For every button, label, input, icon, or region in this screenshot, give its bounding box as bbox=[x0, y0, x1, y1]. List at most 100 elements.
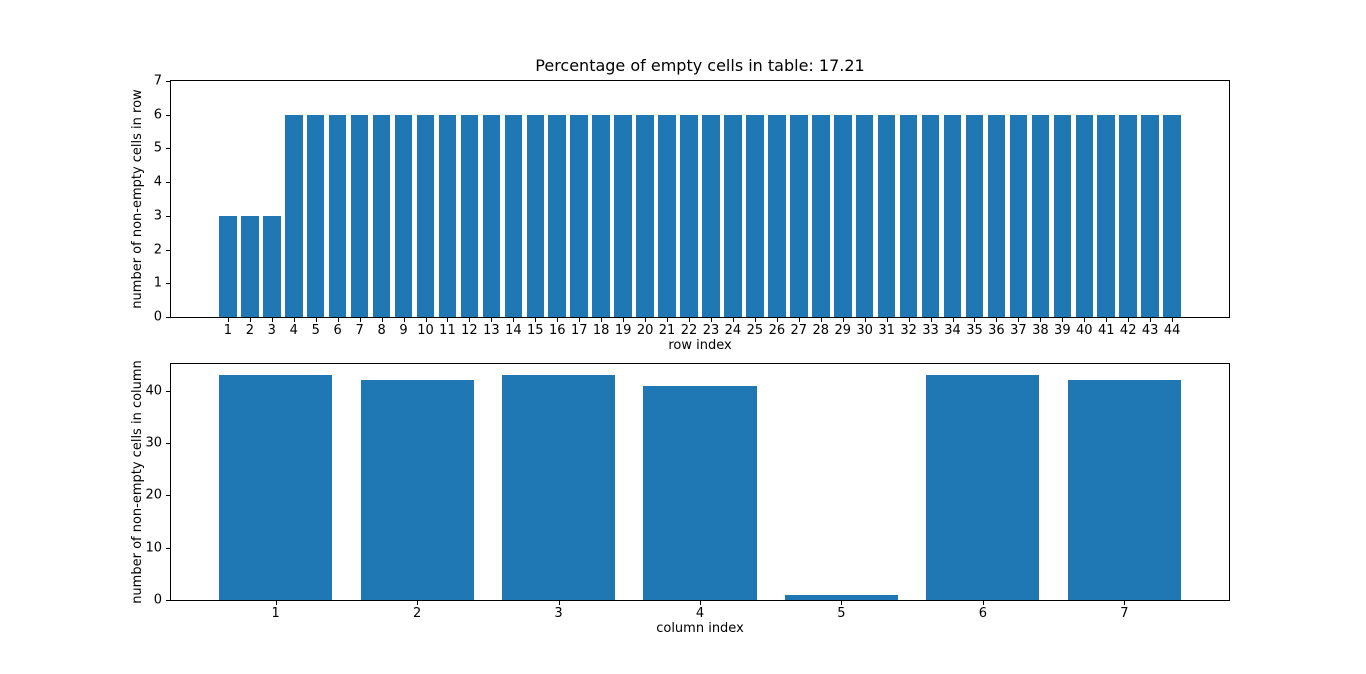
bar bbox=[926, 375, 1040, 600]
bar bbox=[614, 114, 632, 317]
bar bbox=[643, 385, 757, 600]
bar bbox=[855, 114, 874, 317]
bar bbox=[482, 114, 501, 317]
y-tick-label: 40 bbox=[145, 383, 162, 399]
x-tick-label: 13 bbox=[483, 323, 500, 338]
bar bbox=[372, 114, 391, 317]
x-tick-label: 26 bbox=[768, 323, 786, 338]
bar bbox=[438, 114, 457, 317]
bar bbox=[1119, 114, 1137, 317]
bar bbox=[724, 114, 742, 317]
bar bbox=[219, 375, 333, 600]
x-tick-label: 4 bbox=[695, 606, 705, 621]
x-tick-mark bbox=[865, 318, 866, 322]
x-tick-mark bbox=[931, 318, 932, 322]
bar bbox=[394, 114, 413, 317]
bar bbox=[658, 114, 676, 317]
bar bbox=[768, 114, 786, 317]
x-tick-mark bbox=[1062, 318, 1063, 322]
column-chart-ylabel: number of non-empty cells in column bbox=[130, 360, 145, 604]
x-tick-label: 30 bbox=[856, 323, 873, 338]
x-tick-label: 3 bbox=[267, 323, 276, 338]
bar bbox=[965, 114, 984, 317]
x-tick-label: 42 bbox=[1119, 323, 1137, 338]
bar bbox=[570, 114, 588, 317]
row-chart-plot-area bbox=[170, 80, 1230, 318]
x-tick-label: 43 bbox=[1141, 323, 1159, 338]
x-tick-label: 7 bbox=[355, 323, 364, 338]
y-tick-mark bbox=[166, 182, 170, 183]
y-tick-mark bbox=[166, 216, 170, 217]
bar bbox=[263, 215, 281, 317]
x-tick-mark bbox=[1084, 318, 1085, 322]
y-tick-mark bbox=[166, 443, 170, 444]
y-tick-label: 5 bbox=[153, 140, 162, 156]
x-tick-label: 39 bbox=[1054, 323, 1071, 338]
x-tick-label: 17 bbox=[570, 323, 588, 338]
x-tick-mark bbox=[1124, 601, 1125, 605]
x-tick-label: 40 bbox=[1076, 323, 1093, 338]
x-tick-label: 20 bbox=[636, 323, 654, 338]
bar bbox=[987, 114, 1006, 317]
x-tick-mark bbox=[491, 318, 492, 322]
x-tick-mark bbox=[276, 601, 277, 605]
bar bbox=[899, 114, 918, 317]
x-tick-mark bbox=[294, 318, 295, 322]
x-tick-label: 41 bbox=[1097, 323, 1115, 338]
bar bbox=[921, 114, 940, 317]
y-tick-label: 0 bbox=[153, 592, 162, 608]
x-tick-label: 28 bbox=[812, 323, 830, 338]
x-tick-mark bbox=[360, 318, 361, 322]
x-tick-mark bbox=[711, 318, 712, 322]
x-tick-label: 24 bbox=[724, 323, 742, 338]
bar bbox=[784, 594, 898, 600]
x-tick-label: 5 bbox=[311, 323, 320, 338]
x-tick-label: 2 bbox=[412, 606, 422, 621]
x-tick-label: 23 bbox=[702, 323, 720, 338]
x-tick-mark bbox=[250, 318, 251, 322]
x-tick-mark bbox=[953, 318, 954, 322]
x-tick-label: 9 bbox=[399, 323, 408, 338]
x-tick-label: 2 bbox=[245, 323, 254, 338]
x-tick-label: 1 bbox=[271, 606, 280, 621]
x-tick-mark bbox=[821, 318, 822, 322]
bar bbox=[1163, 114, 1181, 317]
column-chart-plot-area bbox=[170, 363, 1230, 601]
x-tick-label: 5 bbox=[837, 606, 846, 621]
x-tick-label: 4 bbox=[289, 323, 298, 338]
y-tick-mark bbox=[166, 391, 170, 392]
row-chart-ylabel: number of non-empty cells in row bbox=[130, 89, 145, 309]
bar bbox=[284, 114, 303, 317]
x-tick-mark bbox=[1150, 318, 1151, 322]
x-tick-mark bbox=[1106, 318, 1107, 322]
x-tick-mark bbox=[426, 318, 427, 322]
x-tick-label: 19 bbox=[614, 323, 632, 338]
y-tick-mark bbox=[166, 115, 170, 116]
x-tick-mark bbox=[228, 318, 229, 322]
bar bbox=[1097, 114, 1116, 317]
bar bbox=[592, 114, 610, 317]
x-tick-label: 18 bbox=[592, 323, 610, 338]
x-tick-mark bbox=[1172, 318, 1173, 322]
y-tick-mark bbox=[166, 495, 170, 496]
x-tick-label: 33 bbox=[922, 323, 939, 338]
x-tick-label: 35 bbox=[966, 323, 983, 338]
x-tick-label: 44 bbox=[1163, 323, 1181, 338]
bar bbox=[548, 114, 567, 317]
bar bbox=[1067, 380, 1181, 600]
x-tick-label: 7 bbox=[1120, 606, 1129, 621]
bar bbox=[943, 114, 962, 317]
x-tick-label: 34 bbox=[944, 323, 961, 338]
bar bbox=[636, 114, 654, 317]
y-tick-label: 4 bbox=[153, 174, 162, 190]
chart1-title: Percentage of empty cells in table: 17.2… bbox=[535, 56, 865, 75]
x-tick-label: 21 bbox=[658, 323, 676, 338]
bar bbox=[1075, 114, 1094, 317]
bar bbox=[328, 114, 347, 317]
bar bbox=[416, 114, 435, 317]
bar bbox=[241, 215, 259, 317]
x-tick-label: 3 bbox=[554, 606, 563, 621]
bar bbox=[350, 114, 369, 317]
y-tick-mark bbox=[166, 548, 170, 549]
bar bbox=[504, 114, 523, 317]
